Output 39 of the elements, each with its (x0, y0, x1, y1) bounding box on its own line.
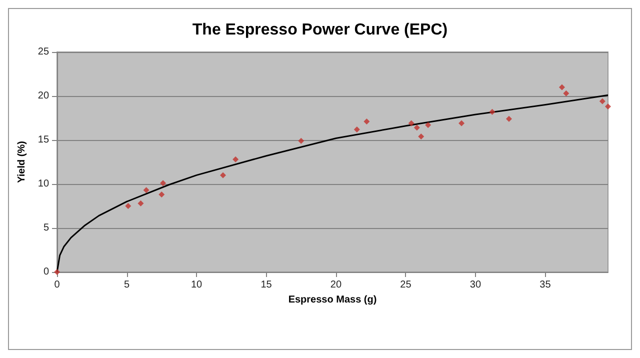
point (298, 138, 304, 144)
point (158, 192, 165, 198)
y-tick-label: 15 (38, 134, 50, 146)
point (558, 84, 565, 90)
point (425, 122, 432, 128)
x-tick-label: 5 (124, 280, 130, 290)
y-tick-label: 5 (43, 222, 50, 234)
y-axis-title: Yield (%) (16, 141, 28, 183)
chart-title: The Espresso Power Curve (EPC) (192, 22, 448, 38)
point (54, 269, 60, 275)
point (220, 172, 226, 178)
point (489, 108, 496, 115)
point (354, 126, 360, 132)
point (138, 200, 144, 206)
x-tick-label: 35 (540, 280, 552, 290)
x-tick-label: 10 (190, 280, 203, 290)
y-tick-label: 20 (38, 90, 50, 102)
point (232, 156, 239, 162)
point (605, 104, 611, 110)
y-tick-label: 10 (38, 178, 50, 190)
point (599, 98, 606, 104)
x-tick-label: 30 (470, 280, 482, 290)
point (143, 187, 150, 194)
point (506, 116, 512, 122)
point (414, 124, 420, 131)
point (418, 133, 424, 140)
y-tick-label: 25 (38, 46, 50, 58)
x-axis-title: Espresso Mass (g) (288, 294, 377, 306)
point (364, 118, 370, 125)
x-tick-label: 15 (260, 280, 272, 290)
point (563, 90, 570, 96)
point (125, 203, 132, 209)
point (458, 120, 465, 126)
y-tick-label: 0 (43, 266, 50, 278)
x-tick-label: 20 (330, 280, 342, 290)
point (408, 120, 414, 126)
x-tick-label: 25 (400, 280, 412, 290)
x-tick-label: 0 (54, 280, 60, 290)
point (160, 180, 166, 186)
